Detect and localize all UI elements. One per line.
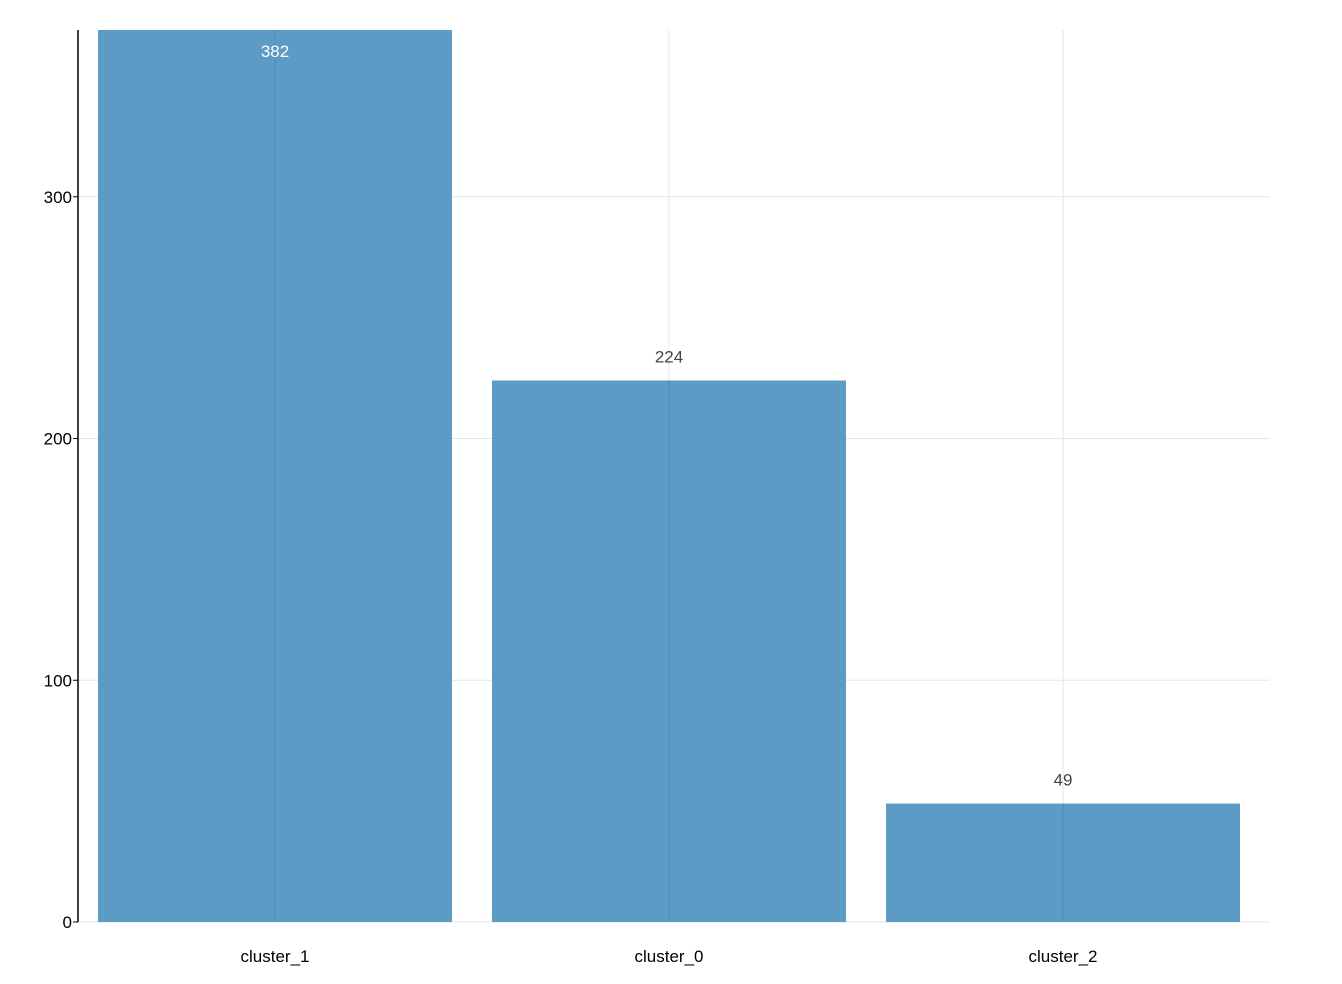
y-tick-labels: 0 100 200 300 — [44, 188, 78, 932]
x-tick-labels: cluster_1 cluster_0 cluster_2 — [241, 947, 1098, 966]
y-tick-label: 0 — [63, 913, 72, 932]
y-tick-label: 200 — [44, 430, 72, 449]
data-label-cluster_2: 49 — [1054, 771, 1073, 790]
data-label-cluster_0: 224 — [655, 348, 683, 367]
y-tick-label: 300 — [44, 188, 72, 207]
data-label-cluster_1: 382 — [261, 42, 289, 61]
x-tick-label: cluster_2 — [1029, 947, 1098, 966]
x-tick-label: cluster_0 — [635, 947, 704, 966]
y-tick-label: 100 — [44, 671, 72, 690]
data-labels: 382 224 49 — [261, 42, 1073, 790]
bars — [98, 30, 1240, 922]
x-tick-label: cluster_1 — [241, 947, 310, 966]
